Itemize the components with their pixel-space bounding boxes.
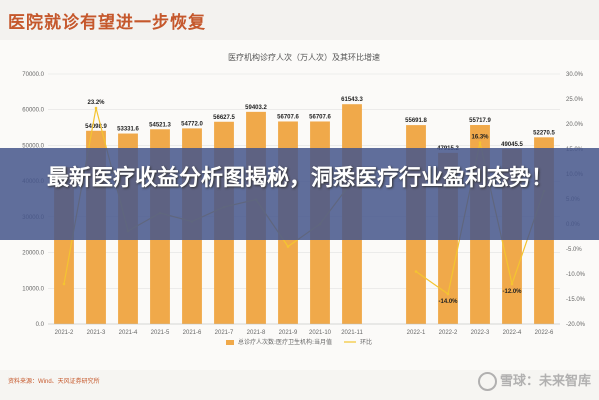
source-note: 资料来源：Wind、天风证券研究所 [8,379,100,385]
x-tick-label: 2021-4 [119,330,138,336]
x-tick-label: 2021-3 [87,330,106,336]
x-tick-label: 2021-2 [55,330,74,336]
x-tick-label: 2022-4 [503,330,522,336]
chart-title: 医疗机构诊疗人次（万人次）及其环比增速 [228,52,380,62]
watermark: 雪球：未来智库 [477,370,591,391]
legend-label: 环比 [360,338,372,346]
x-tick-label: 2022-1 [407,330,426,336]
y2-tick-label: 20.0% [566,122,584,128]
bar-value-label: 56707.6 [277,114,299,120]
y2-tick-label: -5.0% [566,247,582,253]
bar-value-label: 49045.5 [501,142,523,148]
y-tick-label: 60000.0 [22,108,44,114]
y-tick-label: 10000.0 [22,286,44,292]
growth-point [62,282,66,286]
x-tick-label: 2021-11 [341,330,363,336]
bar-value-label: 54098.9 [85,124,107,130]
x-tick-label: 2021-7 [215,330,234,336]
bar-value-label: 55717.9 [469,118,491,124]
y-tick-label: 70000.0 [22,72,44,78]
growth-label: -14.0% [438,299,458,305]
footer [0,370,599,400]
bar-value-label: 59403.2 [245,105,267,111]
x-tick-label: 2021-8 [247,330,266,336]
y2-tick-label: 30.0% [566,72,584,78]
x-tick-label: 2021-9 [279,330,298,336]
x-tick-label: 2022-6 [535,330,554,336]
x-tick-label: 2022-3 [471,330,490,336]
bar-value-label: 55691.8 [405,118,427,124]
growth-point [446,292,450,296]
y-tick-label: 20000.0 [22,251,44,257]
growth-point [94,106,98,110]
x-tick-label: 2021-5 [151,330,170,336]
growth-label: 16.3% [471,135,489,141]
y-tick-label: 50000.0 [22,143,44,149]
bar-value-label: 56627.5 [213,115,235,121]
y-tick-label: 0.0 [36,322,45,328]
x-tick-label: 2022-2 [439,330,458,336]
growth-point [414,270,418,273]
y2-tick-label: -20.0% [566,322,586,328]
legend-bar-swatch [226,340,234,345]
x-tick-label: 2021-10 [309,330,332,336]
snowball-logo-icon [477,372,497,391]
watermark-text: 雪球：未来智库 [499,374,591,389]
y2-tick-label: -10.0% [566,272,586,278]
y2-tick-label: 25.0% [566,97,584,103]
bar-value-label: 54772.0 [181,121,203,127]
legend-label: 总诊疗人次数:医疗卫生机构:当月值 [238,338,332,346]
growth-point [478,141,482,144]
bar-value-label: 52270.5 [533,130,555,136]
growth-label: 23.2% [87,100,105,106]
bar-value-label: 61543.3 [341,97,363,103]
growth-point [510,282,514,286]
bar-value-label: 53331.6 [117,127,139,133]
overlay-banner [0,148,599,240]
bar-value-label: 54521.3 [149,122,171,128]
x-tick-label: 2021-6 [183,330,202,336]
bar-value-label: 56707.6 [309,114,331,120]
overlay-title: 最新医疗收益分析图揭秘，洞悉医疗行业盈利态势！ [46,166,553,191]
growth-label: -12.0% [502,289,522,295]
growth-point [286,245,290,248]
y2-tick-label: -15.0% [566,297,586,303]
page-headline: 医院就诊有望进一步恢复 [8,13,206,33]
